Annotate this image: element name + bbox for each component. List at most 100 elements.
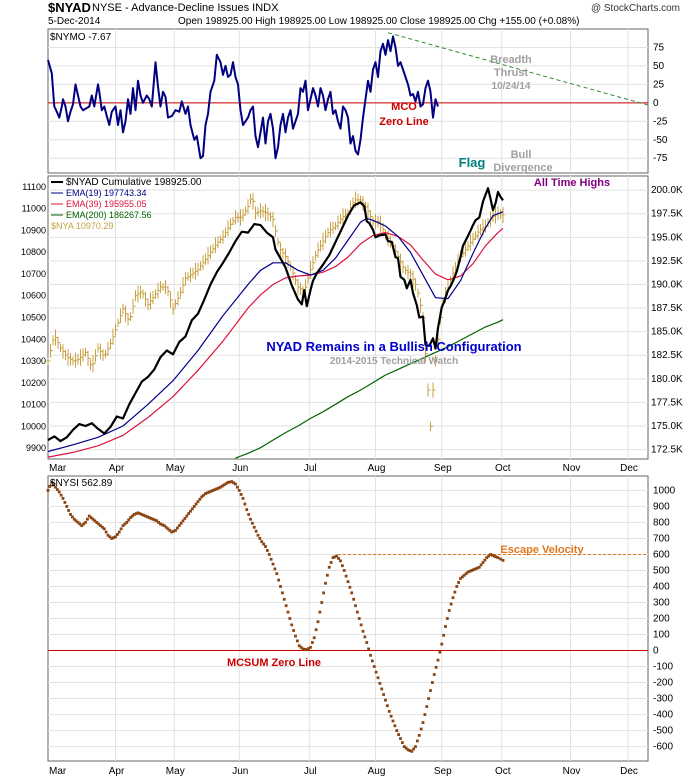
nyad-right-ytick: 192.5K: [651, 256, 683, 267]
annot-divergence: Divergence: [493, 162, 552, 174]
nysi-point: [444, 625, 447, 628]
nysi-point: [440, 642, 444, 646]
nysi-point: [385, 704, 389, 708]
nysi-point: [164, 525, 168, 529]
nysi-point: [492, 554, 496, 558]
nymo-legend: $NYMO -7.67: [50, 32, 112, 43]
nysi-point: [243, 502, 247, 506]
nysi-point: [365, 641, 369, 644]
nysi-point: [417, 733, 421, 737]
nysi-point: [127, 518, 131, 522]
nyad-left-ytick: 10500: [21, 313, 46, 323]
nysi-point: [485, 556, 489, 560]
nysi-point: [250, 521, 254, 525]
nysi-point: [421, 721, 425, 724]
nysi-ytick: 900: [653, 501, 670, 512]
nysi-point: [370, 659, 374, 663]
nysi-point: [434, 665, 438, 669]
nymo-ytick: -50: [653, 135, 668, 146]
x-label-bottom-oct: Oct: [495, 766, 511, 777]
nysi-point: [449, 602, 453, 606]
nysi-point: [372, 665, 376, 668]
nysi-point: [220, 484, 224, 488]
nysi-point: [312, 636, 316, 640]
annot-all-time-highs: All Time Highs: [534, 177, 610, 189]
nysi-point: [318, 610, 322, 614]
nysi-point: [374, 670, 378, 674]
nysi-point: [119, 527, 123, 531]
panel-nyad: 200.0K 197.5K 195.0K 192.5K 190.0K 187.5K 185.…: [21, 175, 683, 460]
x-label-bottom-jun: Jun: [232, 766, 248, 777]
nysi-point: [211, 489, 215, 492]
nysi-point: [267, 553, 271, 556]
nysi-point: [414, 745, 417, 748]
nyad-left-ytick: 10600: [21, 291, 46, 301]
nysi-point: [50, 481, 54, 484]
nysi-ytick: 300: [653, 597, 670, 608]
nysi-point: [391, 719, 395, 723]
annot-escape-velocity: Escape Velocity: [500, 544, 584, 556]
nysi-point: [46, 489, 50, 492]
nysi-point: [438, 650, 442, 654]
nysi-point: [144, 514, 147, 518]
x-label-mid-oct: Oct: [495, 463, 511, 474]
annot-flag: Flag: [459, 155, 486, 170]
nysi-point: [48, 485, 52, 488]
nysi-point: [457, 581, 461, 584]
nysi-point: [295, 639, 299, 643]
nysi-point: [483, 558, 487, 562]
nysi-point: [477, 565, 481, 569]
nymo-ytick: -75: [653, 153, 668, 164]
nyad-left-ytick: 10100: [21, 400, 46, 410]
nysi-ytick: 600: [653, 549, 670, 560]
nysi-point: [412, 747, 416, 751]
nysi-point: [70, 515, 74, 519]
nysi-point: [65, 505, 69, 508]
nysi-point: [499, 557, 502, 561]
nysi-point: [97, 522, 101, 526]
nyad-left-ytick: 10300: [21, 356, 46, 366]
nysi-point: [134, 512, 138, 516]
nysi-point: [464, 572, 468, 576]
stockcharts-logo: @ StockCharts.com: [590, 3, 680, 14]
x-label-mid-apr: Apr: [109, 463, 125, 474]
nysi-point: [82, 522, 86, 526]
annot-bull: Bull: [511, 149, 532, 161]
nysi-point: [470, 569, 474, 572]
nysi-point: [387, 709, 391, 713]
nysi-point: [264, 545, 267, 548]
nysi-point: [247, 513, 251, 516]
nysi-point: [436, 658, 440, 662]
nysi-point: [305, 648, 309, 652]
nysi-point: [269, 557, 273, 561]
x-label-bottom-apr: Apr: [109, 766, 125, 777]
nysi-point: [256, 533, 260, 537]
x-label-bottom-may: May: [166, 766, 185, 777]
ema19-line: [47, 211, 504, 453]
nysi-point: [149, 517, 153, 520]
nysi-point: [393, 724, 397, 728]
nymo-trendline: [387, 32, 649, 106]
nysi-point: [202, 493, 206, 497]
nysi-point: [237, 489, 241, 492]
nysi-point: [359, 623, 363, 627]
nysi-point: [166, 527, 170, 531]
nysi-point: [340, 564, 344, 568]
nysi-point: [93, 519, 97, 523]
nyad-right-ytick: 195.0K: [651, 232, 683, 243]
nysi-point: [155, 519, 159, 523]
nysi-point: [299, 645, 303, 649]
nysi-point: [151, 517, 155, 521]
nysi-point: [170, 530, 174, 534]
nysi-point: [355, 610, 359, 614]
nysi-point: [207, 490, 211, 494]
nysi-point: [466, 570, 470, 574]
nysi-point: [241, 497, 245, 500]
nysi-point: [357, 617, 361, 620]
symbol-title: $NYAD: [48, 0, 91, 15]
nysi-point: [106, 533, 110, 537]
nysi-point: [85, 517, 89, 521]
nysi-point: [52, 483, 56, 487]
nyad-right-ytick: 182.5K: [651, 350, 683, 361]
annot-mcsum-zero: MCSUM Zero Line: [227, 657, 321, 669]
